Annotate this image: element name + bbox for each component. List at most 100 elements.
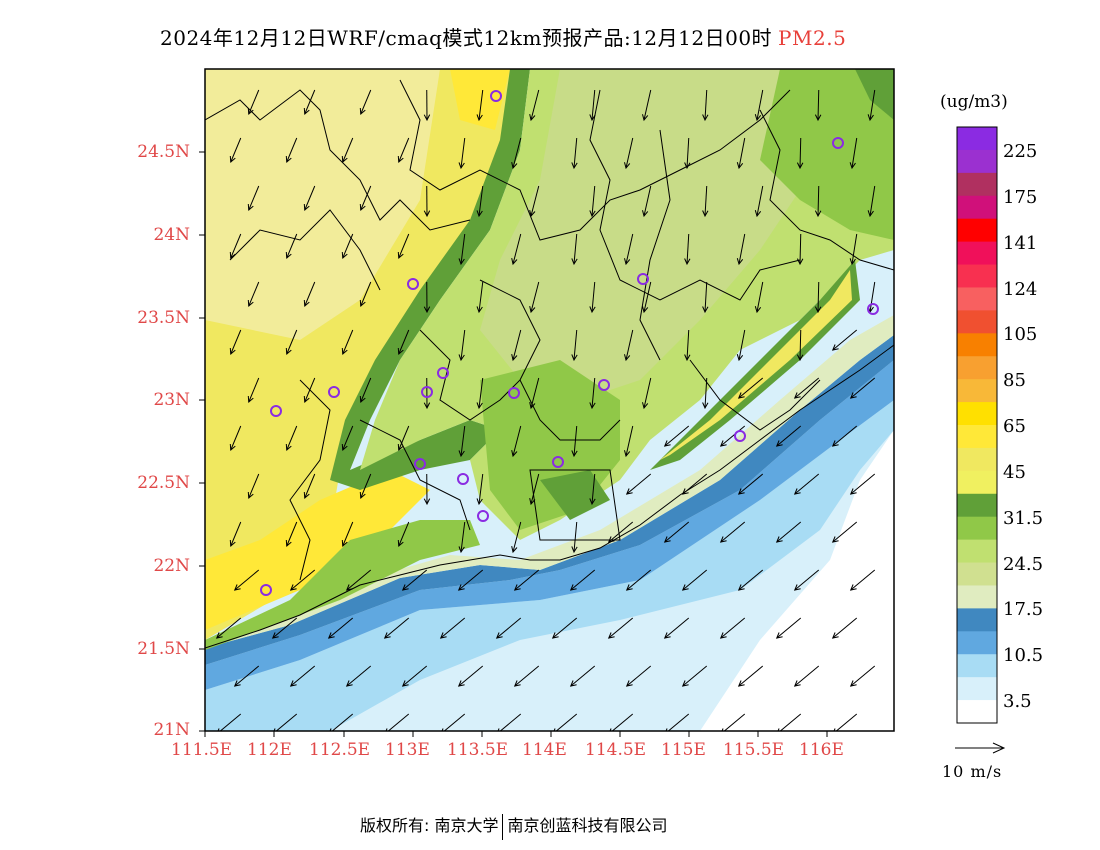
- wind-arrow: [571, 521, 578, 554]
- wind-arrow: [681, 569, 708, 591]
- wind-arrow: [511, 521, 522, 554]
- pm25-field: [205, 69, 894, 731]
- wind-arrow: [271, 617, 298, 639]
- wind-arrow: [476, 89, 484, 122]
- wind-arrow: [513, 665, 540, 687]
- wind-arrow: [529, 377, 540, 410]
- wind-arrow: [736, 329, 746, 362]
- legend-swatch: [957, 195, 997, 220]
- title-text: 2024年12月12日WRF/cmaq模式12km预报产品:12月12日00时: [160, 26, 773, 50]
- lon-label-113-5: 113.5E: [447, 740, 509, 760]
- ocean-dark-blue-band: [205, 335, 894, 665]
- legend-swatch: [957, 677, 997, 701]
- copyright-text: 版权所有: 南京大学: [360, 816, 499, 835]
- wind-arrow: [457, 569, 484, 591]
- wind-arrow: [642, 185, 652, 218]
- legend-swatch: [957, 379, 997, 403]
- station-marker: [552, 456, 564, 468]
- station-marker: [637, 273, 649, 285]
- wind-arrow: [849, 473, 876, 495]
- wind-arrow: [775, 521, 802, 543]
- legend-label-175: 175: [1003, 187, 1038, 208]
- wind-arrow: [736, 233, 746, 266]
- wind-arrow: [702, 185, 709, 218]
- legend-label-24-5: 24.5: [1003, 554, 1044, 575]
- station-marker: [734, 430, 746, 442]
- wind-arrow: [702, 281, 709, 314]
- wind-arrow: [589, 473, 596, 506]
- wind-arrow: [796, 137, 804, 170]
- footer: 版权所有: 南京大学 南京创蓝科技有限公司: [360, 812, 668, 840]
- wind-arrow: [642, 281, 652, 314]
- boundary-line: [399, 79, 791, 241]
- wind-arrow: [359, 185, 372, 212]
- wind-arrow: [303, 281, 316, 308]
- wind-arrow: [303, 185, 316, 212]
- legend-swatch: [957, 310, 997, 334]
- lon-label-111-5: 111.5E: [171, 740, 233, 760]
- wind-arrow: [401, 569, 428, 591]
- bright-yellow-north: [450, 69, 510, 130]
- boundary-line: [639, 129, 671, 361]
- station-marker: [832, 137, 844, 149]
- legend-swatch: [957, 654, 997, 678]
- legend-swatch: [957, 608, 997, 632]
- wind-arrow: [289, 569, 316, 591]
- station-marker: [270, 405, 282, 417]
- wind-arrow: [589, 185, 596, 218]
- legend-swatch: [957, 470, 997, 495]
- legend-swatch: [957, 631, 997, 655]
- wind-arrow: [529, 281, 540, 314]
- southwest-coast-green: [205, 520, 480, 650]
- wind-arrow: [247, 185, 260, 212]
- lon-label-115: 115E: [661, 740, 706, 760]
- wind-arrow: [247, 473, 260, 500]
- wind-arrow: [754, 89, 764, 122]
- wind-arrow: [571, 329, 578, 362]
- wind-arrow: [814, 185, 822, 218]
- lat-label-23-5: 23.5N: [137, 308, 190, 328]
- wind-arrow: [423, 281, 431, 314]
- wind-arrow: [495, 617, 522, 639]
- wind-arrow: [458, 521, 466, 554]
- station-marker: [490, 90, 502, 102]
- wind-arrow: [793, 473, 820, 495]
- wind-arrow: [511, 329, 522, 362]
- wind-arrow: [233, 569, 260, 591]
- wind-arrow: [229, 521, 242, 548]
- legend-colorbar: [956, 126, 998, 724]
- wind-arrow: [624, 137, 634, 170]
- lon-label-115-5: 115.5E: [723, 740, 785, 760]
- wind-arrow: [849, 665, 876, 687]
- land-pale-yellow: [205, 69, 440, 340]
- wind-arrow: [663, 521, 690, 543]
- boundary-line: [229, 209, 381, 291]
- lat-label-21: 21N: [153, 720, 190, 740]
- station-marker: [328, 386, 340, 398]
- wind-arrow: [624, 425, 634, 458]
- wind-arrow: [867, 185, 876, 218]
- lat-label-23: 23N: [153, 390, 190, 410]
- boundary-box-hk-sz: [529, 469, 621, 541]
- wind-arrow: [229, 233, 242, 260]
- dark-green-ridge: [330, 69, 530, 490]
- legend-swatch: [957, 493, 997, 518]
- wind-arrow: [423, 473, 431, 506]
- wind-arrow: [775, 617, 802, 639]
- wind-arrow: [571, 137, 578, 170]
- wind-arrow: [397, 137, 410, 164]
- boundary-line: [359, 419, 471, 531]
- wind-arrow: [663, 617, 690, 639]
- lat-label-21-5: 21.5N: [137, 639, 190, 659]
- legend-swatch: [957, 585, 997, 609]
- wind-arrow: [289, 665, 316, 687]
- wind-arrow: [423, 377, 431, 410]
- wind-arrow: [476, 473, 484, 506]
- species-label: PM2.5: [778, 26, 847, 50]
- boundary-line: [205, 89, 471, 231]
- wind-arrow: [571, 233, 578, 266]
- wind-arrow: [359, 281, 372, 308]
- legend-swatch: [957, 562, 997, 586]
- wind-arrow: [719, 521, 746, 543]
